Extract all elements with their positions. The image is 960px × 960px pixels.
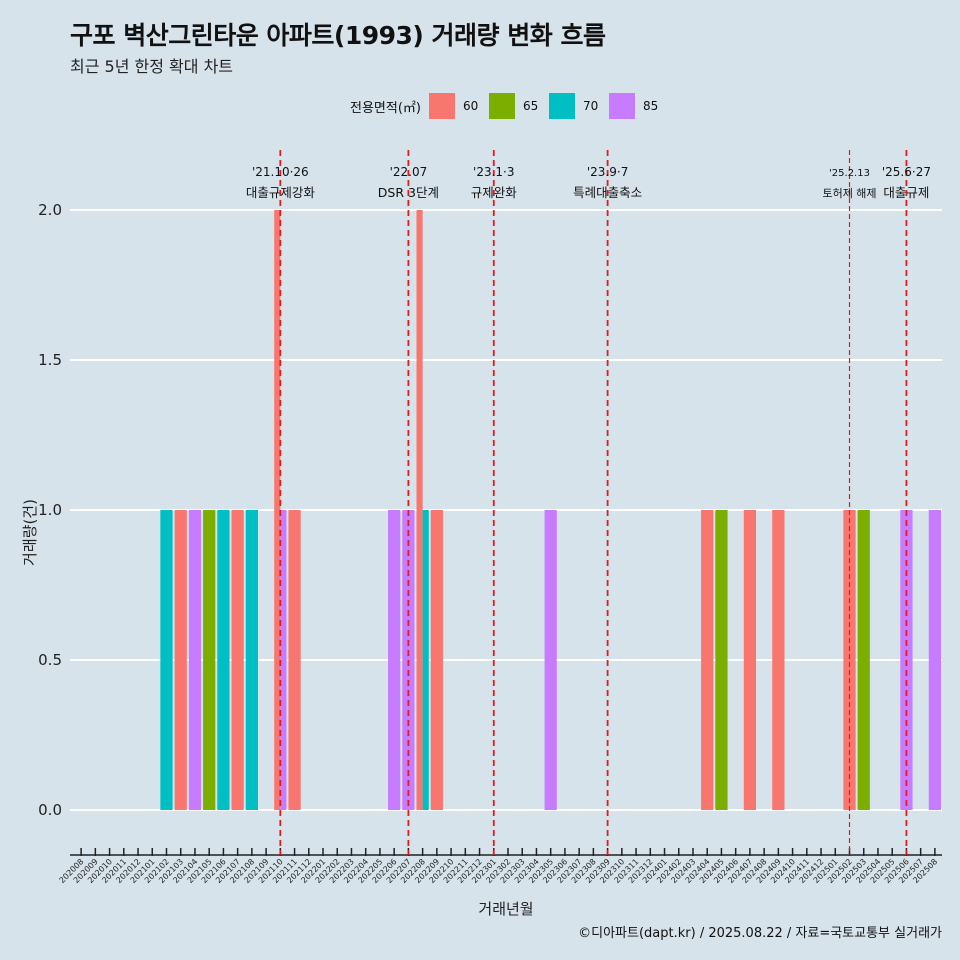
- legend-label-70: 70: [582, 99, 599, 113]
- bar-60-202110: [274, 210, 281, 810]
- bar-70-202106: [217, 510, 230, 810]
- bar-70-202108: [245, 510, 258, 810]
- y-tick-label: 1.5: [38, 351, 62, 369]
- bar-85-202110: [280, 510, 287, 810]
- bar-70-202102: [160, 510, 173, 810]
- bar-70-202208: [422, 510, 429, 810]
- legend-item-60: 60: [428, 93, 485, 119]
- event-date: '23.9·7: [587, 165, 628, 179]
- bar-60-202502: [843, 510, 856, 810]
- legend: 전용면적(㎡) 60 65 70 85: [350, 92, 669, 120]
- bar-60-202111: [288, 510, 301, 810]
- bar-85-202104: [188, 510, 202, 810]
- legend-item-65: 65: [488, 93, 545, 119]
- event-date: '25.6·27: [882, 165, 931, 179]
- y-tick-label: 0.5: [38, 651, 62, 669]
- legend-label-85: 85: [642, 99, 659, 113]
- event-date: '22.07: [390, 165, 428, 179]
- bar-65-202405: [715, 510, 728, 810]
- bar-60-202103: [174, 510, 187, 810]
- x-axis-title: 거래년월: [478, 900, 533, 918]
- event-label: 특례대출축소: [573, 185, 642, 200]
- event-label: 대출규제: [883, 185, 929, 200]
- event-label: DSR 3단계: [378, 185, 439, 200]
- chart-subtitle: 최근 5년 한정 확대 차트: [70, 57, 234, 76]
- legend-swatch-65: [488, 93, 515, 119]
- legend-swatch-85: [608, 93, 635, 119]
- event-label: 토허제 해제: [822, 186, 876, 200]
- legend-item-85: 85: [608, 93, 665, 119]
- legend-label-65: 65: [522, 99, 539, 113]
- bar-85-202508: [928, 510, 942, 810]
- bar-85-202206: [388, 510, 401, 810]
- source-caption: ©디아파트(dapt.kr) / 2025.08.22 / 자료=국토교통부 실…: [578, 926, 942, 941]
- bar-65-202105: [203, 510, 216, 810]
- event-date: '21.10·26: [252, 165, 309, 179]
- bar-60-202209: [430, 510, 443, 810]
- bar-60-202107: [231, 510, 244, 810]
- legend-swatch-60: [428, 93, 455, 119]
- bar-85-202305: [544, 510, 557, 810]
- bar-60-202208: [416, 210, 423, 810]
- legend-swatch-70: [548, 93, 575, 119]
- event-date: '23.1·3: [473, 165, 514, 179]
- legend-label-60: 60: [462, 99, 479, 113]
- y-tick-label: 0.0: [38, 801, 62, 819]
- bar-60-202404: [701, 510, 714, 810]
- legend-title: 전용면적(㎡): [350, 100, 421, 116]
- event-date: '25.2.13: [829, 168, 870, 179]
- bar-60-202407: [743, 510, 757, 810]
- bar-65-202503: [857, 510, 870, 810]
- event-label: 대출규제강화: [246, 185, 316, 200]
- legend-item-70: 70: [548, 93, 605, 119]
- bar-60-202409: [772, 510, 785, 810]
- y-axis-title: 거래량(건): [21, 499, 39, 566]
- y-tick-label: 1.0: [38, 501, 62, 519]
- event-label: 규제완화: [471, 185, 518, 200]
- chart-title: 구포 벽산그린타운 아파트(1993) 거래량 변화 흐름: [70, 21, 606, 50]
- y-tick-label: 2.0: [38, 201, 62, 219]
